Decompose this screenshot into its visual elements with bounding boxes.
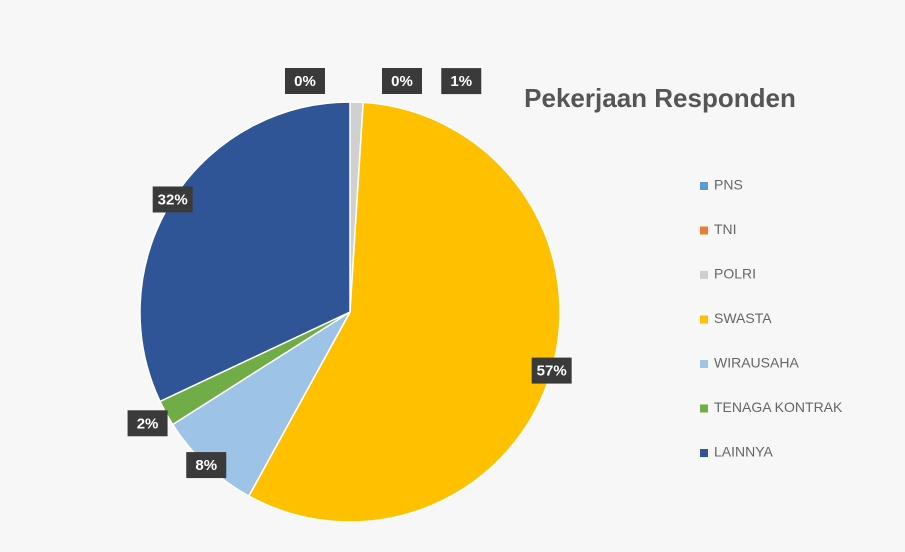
data-label: 0%: [294, 73, 316, 90]
data-label: 8%: [195, 457, 217, 474]
data-label: 0%: [391, 73, 413, 90]
legend-label: LAINNYA: [714, 444, 774, 460]
data-label-box: [382, 68, 422, 94]
legend-swatch: [700, 315, 708, 324]
data-label-box: [127, 410, 168, 437]
legend-swatch: [700, 226, 708, 235]
data-label-box: [186, 452, 227, 479]
legend-label: TNI: [714, 221, 737, 237]
legend-label: SWASTA: [714, 310, 772, 326]
legend-swatch: [700, 182, 708, 190]
legend-label: WIRAUSAHA: [714, 355, 799, 371]
data-label: 32%: [158, 191, 188, 208]
data-label-box: [441, 68, 482, 95]
legend-swatch: [700, 271, 708, 279]
legend-label: TENAGA KONTRAK: [714, 399, 843, 415]
legend-swatch: [700, 404, 708, 413]
data-label-box: [285, 68, 325, 94]
data-label: 1%: [450, 73, 472, 90]
legend-swatch: [700, 449, 708, 457]
legend-swatch: [700, 360, 708, 368]
data-label-box: [152, 186, 193, 213]
data-label: 57%: [537, 363, 567, 380]
data-label-box: [531, 357, 572, 384]
chart-title: Pekerjaan Responden: [524, 83, 796, 113]
legend-label: POLRI: [714, 266, 756, 282]
legend-label: PNS: [714, 177, 743, 193]
data-label: 2%: [137, 415, 159, 432]
